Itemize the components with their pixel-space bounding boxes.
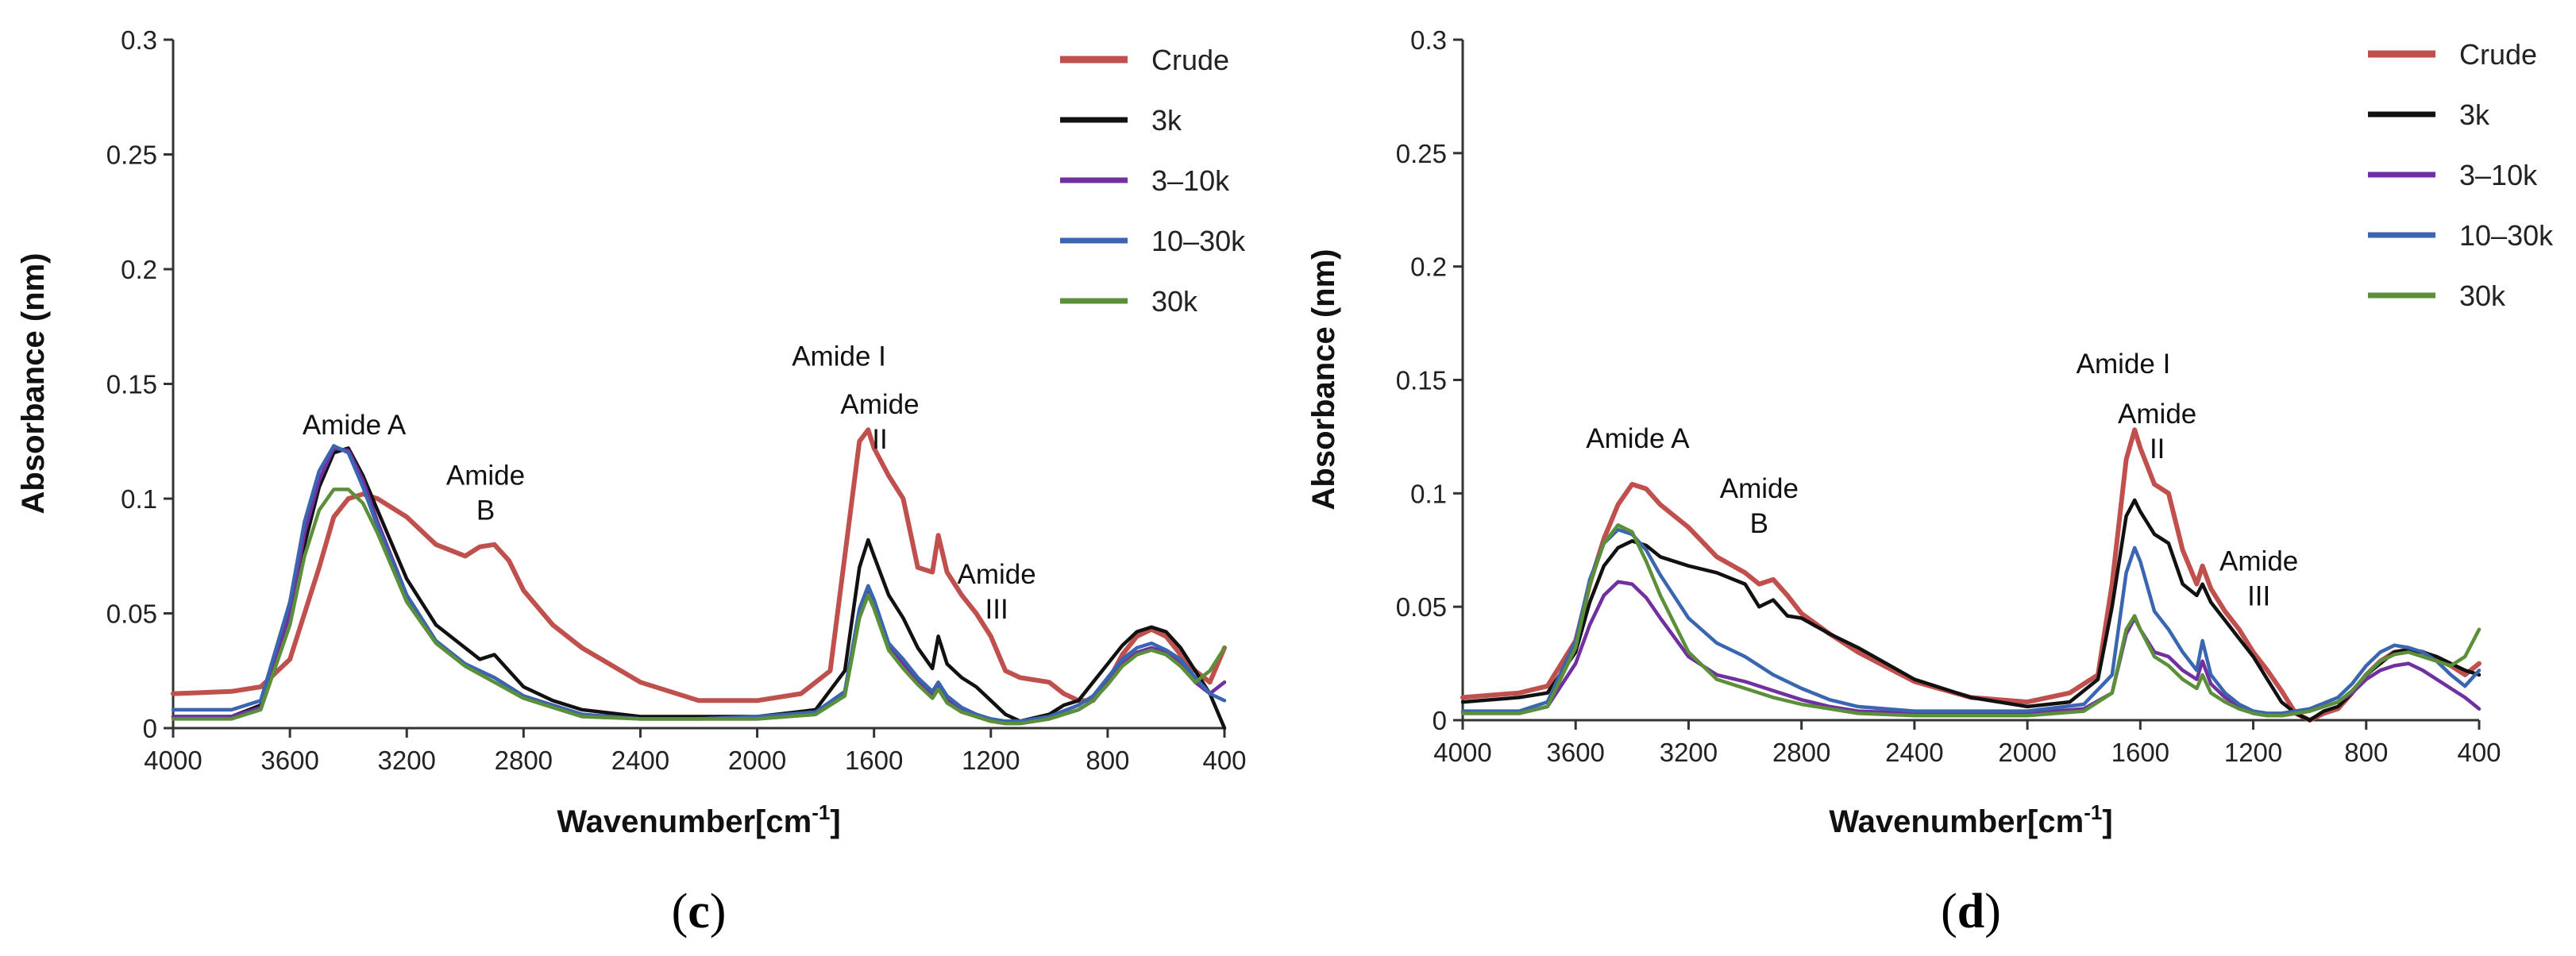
x-axis-title: Wavenumber[cm-1] xyxy=(1829,800,2112,839)
x-tick-label: 3600 xyxy=(1547,738,1605,767)
annotation-line: II xyxy=(872,424,887,455)
x-axis-title: Wavenumber[cm-1] xyxy=(557,800,840,839)
annotation-line: Amide xyxy=(958,559,1036,590)
panel-label-letter: d xyxy=(1957,885,1984,939)
x-axis-title-main: Wavenumber[cm xyxy=(1829,804,2084,839)
legend-label: 10–30k xyxy=(1151,225,1246,257)
panel-label: (d) xyxy=(1941,885,2001,939)
annotation-line: B xyxy=(1750,508,1768,539)
series-line-30k xyxy=(171,488,1227,726)
annotation-line: Amide A xyxy=(303,410,407,441)
annotation-line: III xyxy=(985,594,1008,625)
x-tick-label: 1600 xyxy=(845,746,903,775)
legend-label: 3–10k xyxy=(1151,164,1230,197)
annotation-label: Amide A xyxy=(303,410,407,441)
annotation-line: Amide A xyxy=(1586,423,1690,454)
panel-label-letter: c xyxy=(688,885,710,939)
annotation-label: Amide III xyxy=(958,559,1036,625)
annotation-label: Amide II xyxy=(840,389,919,455)
annotation-label: Amide I xyxy=(792,341,886,372)
annotation-line: Amide xyxy=(1720,473,1799,504)
legend-label: 10–30k xyxy=(2459,219,2554,252)
annotation-line: Amide I xyxy=(2077,349,2171,380)
legend-label: 3k xyxy=(2459,98,2490,131)
x-tick-label: 3200 xyxy=(1660,738,1718,767)
x-tick-label: 400 xyxy=(1202,746,1246,775)
y-tick-label: 0 xyxy=(143,714,157,743)
annotation-label: Amide A xyxy=(1586,423,1690,454)
series-line-3k xyxy=(171,446,1227,730)
y-tick-label: 0.25 xyxy=(106,141,157,170)
y-tick-label: 0.15 xyxy=(106,370,157,399)
x-tick-label: 1200 xyxy=(962,746,1020,775)
x-tick-label: 2400 xyxy=(611,746,669,775)
y-tick-label: 0 xyxy=(1433,706,1447,735)
panel-label-open: ( xyxy=(1941,885,1957,939)
annotation-line: Amide xyxy=(446,461,525,491)
x-axis-title-superscript: -1 xyxy=(2084,800,2102,824)
x-tick-label: 3200 xyxy=(378,746,436,775)
x-axis-title-main: Wavenumber[cm xyxy=(557,804,812,839)
y-tick-label: 0.05 xyxy=(106,599,157,629)
annotation-label: Amide II xyxy=(2118,399,2196,465)
y-tick-label: 0.3 xyxy=(1410,25,1447,55)
x-tick-label: 3600 xyxy=(260,746,318,775)
y-tick-label: 0.1 xyxy=(121,484,157,514)
y-axis-title: Absorbance (nm) xyxy=(16,253,51,515)
legend-label: 3–10k xyxy=(2459,159,2538,191)
x-tick-label: 2000 xyxy=(728,746,786,775)
x-tick-label: 1600 xyxy=(2111,738,2169,767)
series-line-30k xyxy=(1460,523,2482,718)
legend-label: Crude xyxy=(1151,44,1229,76)
annotation-label: Amide III xyxy=(2219,545,2298,611)
x-tick-label: 2400 xyxy=(1885,738,1943,767)
x-axis-title-superscript: -1 xyxy=(812,800,830,824)
chart-panel-c: 0 0.05 0.1 0.15 0.2 0.25 0.3 4000 3600 3200 2800 24… xyxy=(16,25,1247,939)
x-tick-label: 2000 xyxy=(1998,738,2056,767)
y-tick-label: 0.1 xyxy=(1410,479,1447,508)
annotation-line: II xyxy=(2150,434,2165,465)
series-line-10–30k xyxy=(1460,527,2482,715)
legend-label: 30k xyxy=(1151,285,1198,318)
annotation-label: Amide I xyxy=(2077,349,2171,380)
chart-panel-d: 0 0.05 0.1 0.15 0.2 0.25 0.3 4000 3600 3200 2800 24… xyxy=(1306,25,2554,939)
x-tick-label: 800 xyxy=(2344,738,2388,767)
y-tick-label: 0.3 xyxy=(121,25,157,55)
x-axis-title-end: ] xyxy=(830,804,840,839)
annotation-line: Amide I xyxy=(792,341,886,372)
legend-label: 30k xyxy=(2459,279,2506,312)
annotation-line: III xyxy=(2247,580,2270,611)
legend-label: 3k xyxy=(1151,104,1182,137)
x-tick-label: 2800 xyxy=(495,746,553,775)
x-tick-label: 1200 xyxy=(2224,738,2282,767)
y-tick-label: 0.2 xyxy=(1410,252,1447,282)
panel-label-close: ) xyxy=(1984,885,2001,939)
annotation-line: Amide xyxy=(2118,399,2196,430)
x-tick-label: 400 xyxy=(2457,738,2501,767)
panel-label-open: ( xyxy=(672,885,688,939)
y-tick-label: 0.15 xyxy=(1396,366,1447,395)
y-tick-label: 0.05 xyxy=(1396,592,1447,622)
x-tick-label: 2800 xyxy=(1772,738,1830,767)
annotation-label: Amide B xyxy=(1720,473,1799,539)
panel-label-close: ) xyxy=(710,885,727,939)
legend-label: Crude xyxy=(2459,38,2537,71)
series-line-10–30k xyxy=(171,444,1227,723)
annotation-line: Amide xyxy=(840,389,919,420)
y-tick-label: 0.2 xyxy=(121,255,157,284)
panel-label: (c) xyxy=(672,885,727,939)
x-tick-label: 800 xyxy=(1086,746,1129,775)
x-tick-label: 4000 xyxy=(144,746,202,775)
y-tick-label: 0.25 xyxy=(1396,139,1447,168)
x-axis-title-end: ] xyxy=(2102,804,2112,839)
annotation-line: B xyxy=(476,495,495,526)
annotation-label: Amide B xyxy=(446,461,525,526)
x-tick-label: 4000 xyxy=(1433,738,1491,767)
y-axis-title: Absorbance (nm) xyxy=(1306,249,1341,511)
annotation-line: Amide xyxy=(2219,545,2298,576)
